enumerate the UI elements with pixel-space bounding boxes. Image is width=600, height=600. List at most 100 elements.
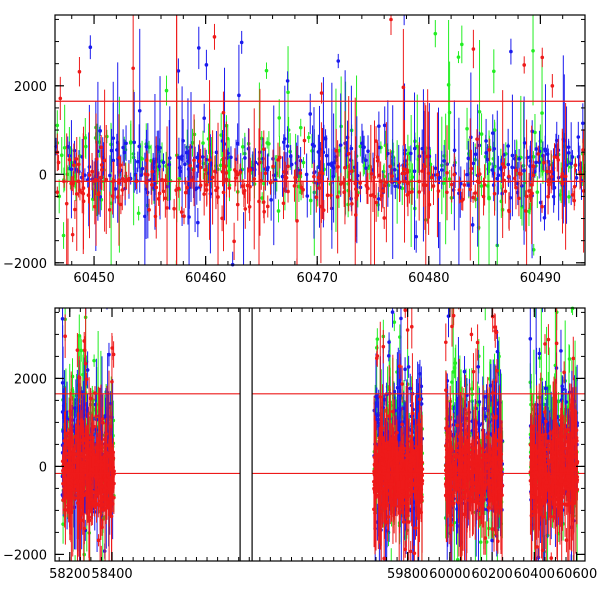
top-point-red xyxy=(286,164,290,169)
top-point-red xyxy=(70,232,75,237)
top-point-red xyxy=(205,183,209,187)
top-point-red xyxy=(329,193,333,198)
top-point-green xyxy=(487,162,492,166)
bottom-point-blue xyxy=(387,340,391,344)
top-point-blue xyxy=(484,139,488,143)
top-point-red xyxy=(147,208,151,212)
top-point-blue xyxy=(332,160,337,165)
top-point-green xyxy=(446,83,451,87)
bottom-point-blue xyxy=(543,386,548,391)
bottom-point-blue xyxy=(403,367,407,372)
top-point-red xyxy=(176,186,181,191)
top-point-green xyxy=(492,69,496,74)
top-point-red xyxy=(475,137,479,141)
top-point-red xyxy=(73,207,77,212)
top-point-blue xyxy=(376,197,381,201)
top-point-green xyxy=(415,144,420,149)
top-point-blue xyxy=(308,112,313,116)
top-y-tick-label: 2000 xyxy=(14,80,47,95)
top-point-red xyxy=(102,158,107,163)
top-point-red xyxy=(295,219,299,223)
top-point-blue xyxy=(124,141,128,146)
top-point-red xyxy=(445,170,449,175)
top-point-red xyxy=(153,214,158,219)
top-point-red xyxy=(492,191,497,196)
top-point-green xyxy=(308,198,313,203)
top-point-red xyxy=(299,185,304,190)
bottom-point-blue xyxy=(406,365,411,369)
top-point-green xyxy=(109,142,113,147)
top-point-red xyxy=(531,173,536,177)
top-point-red xyxy=(145,158,149,163)
top-point-blue xyxy=(288,154,293,159)
top-point-red xyxy=(581,148,585,152)
top-point-red xyxy=(522,63,527,67)
top-point-red xyxy=(382,183,387,188)
top-point-red xyxy=(549,174,554,179)
top-point-red xyxy=(161,189,166,194)
top-point-red xyxy=(374,200,378,205)
top-point-blue xyxy=(324,153,329,158)
top-point-blue xyxy=(451,188,456,192)
top-point-red xyxy=(265,204,270,209)
top-point-blue xyxy=(161,160,166,165)
top-point-red xyxy=(468,187,473,192)
top-point-red xyxy=(78,188,82,192)
top-point-red xyxy=(514,185,518,190)
top-point-red xyxy=(314,195,319,200)
top-point-green xyxy=(527,209,531,214)
top-point-red xyxy=(388,164,393,169)
top-y-tick-label: 0 xyxy=(39,168,47,183)
top-point-blue xyxy=(574,176,579,180)
top-point-red xyxy=(336,165,340,169)
bottom-point-blue xyxy=(392,389,397,394)
top-point-blue xyxy=(239,40,244,45)
top-point-blue xyxy=(202,116,206,121)
top-point-green xyxy=(264,68,269,73)
bottom-point-blue xyxy=(455,507,459,511)
top-point-red xyxy=(369,193,373,198)
bottom-point-blue xyxy=(477,400,482,404)
top-point-red xyxy=(99,145,104,150)
top-point-red xyxy=(427,202,432,207)
top-point-blue xyxy=(184,150,189,155)
top-point-blue xyxy=(243,156,247,160)
top-point-red xyxy=(350,202,354,206)
top-point-blue xyxy=(181,138,185,143)
top-point-red xyxy=(417,190,421,194)
top-point-green xyxy=(531,48,535,53)
bottom-point-red xyxy=(96,538,101,543)
top-point-red xyxy=(452,172,457,177)
top-point-blue xyxy=(225,156,229,160)
top-point-red xyxy=(429,175,434,180)
top-point-blue xyxy=(310,142,315,147)
top-point-red xyxy=(343,165,347,170)
top-point-green xyxy=(298,125,303,130)
top-point-red xyxy=(369,171,374,176)
top-point-red xyxy=(358,181,362,185)
top-point-red xyxy=(334,149,339,153)
top-point-red xyxy=(67,157,72,162)
top-point-blue xyxy=(382,123,387,128)
top-point-blue xyxy=(485,157,490,162)
top-point-green xyxy=(267,141,271,146)
top-point-blue xyxy=(510,165,514,170)
top-point-red xyxy=(157,191,162,196)
top-point-red xyxy=(319,178,324,183)
top-point-green xyxy=(190,140,195,145)
top-point-blue xyxy=(178,169,183,174)
top-point-red xyxy=(487,148,492,152)
top-point-red xyxy=(312,174,316,179)
top-point-red xyxy=(150,183,154,187)
top-point-red xyxy=(377,173,382,178)
bottom-panel-data xyxy=(60,306,580,562)
bottom-point-green xyxy=(539,377,544,382)
top-point-green xyxy=(533,130,537,135)
top-point-green xyxy=(531,247,536,252)
top-point-red xyxy=(528,193,533,198)
top-point-red xyxy=(281,201,286,206)
top-point-green xyxy=(306,135,311,140)
top-point-green xyxy=(479,132,484,136)
top-point-red xyxy=(317,186,321,190)
top-point-red xyxy=(96,192,101,197)
